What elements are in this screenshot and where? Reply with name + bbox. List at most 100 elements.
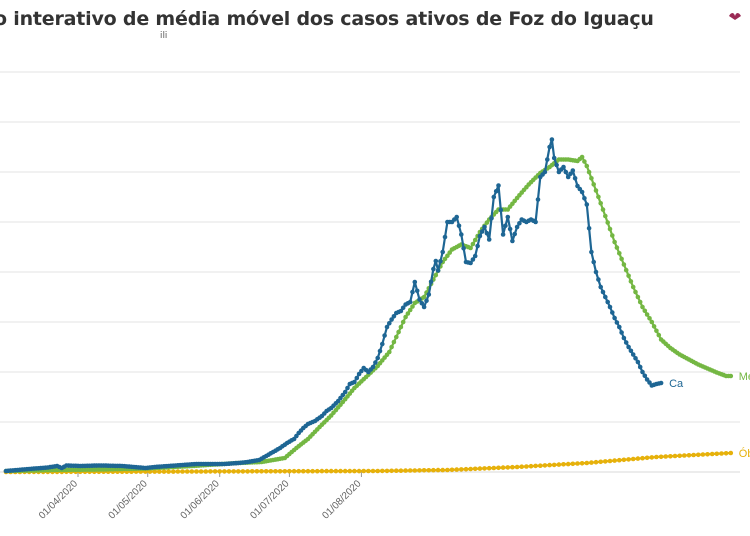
series-point <box>658 454 664 460</box>
series-point <box>484 230 490 236</box>
chart-title: o interativo de média móvel dos casos at… <box>0 8 654 30</box>
series-point <box>208 469 213 474</box>
series-point <box>593 269 599 275</box>
series-point <box>391 314 397 319</box>
series-point <box>589 176 594 181</box>
series-point <box>384 324 390 330</box>
series-point <box>387 321 392 326</box>
series-point <box>400 305 406 311</box>
series-point <box>533 219 538 225</box>
series-point <box>403 314 408 320</box>
series-point <box>584 202 590 207</box>
series-point <box>449 467 455 473</box>
series-point <box>407 299 413 305</box>
series-line <box>5 138 662 473</box>
series-point <box>482 466 487 471</box>
series-point <box>668 454 673 459</box>
series-point <box>582 159 587 164</box>
series-point <box>384 468 390 474</box>
series-point <box>310 468 315 474</box>
series-point <box>607 226 613 232</box>
series-point <box>610 310 615 315</box>
series-point <box>489 216 494 221</box>
series-point <box>603 459 608 464</box>
series-point <box>524 464 529 469</box>
series-point <box>412 468 418 473</box>
series-point <box>442 234 448 240</box>
series-point <box>389 468 394 474</box>
series-point <box>589 249 594 255</box>
series-point <box>431 266 436 272</box>
series-point <box>263 469 269 474</box>
series-point <box>545 157 550 162</box>
series-point <box>445 253 450 259</box>
series-point <box>412 279 418 285</box>
series-point <box>319 468 325 474</box>
series-point <box>600 289 606 295</box>
series-point <box>579 154 585 160</box>
series-point <box>635 359 641 365</box>
series-point <box>324 468 329 474</box>
series-point <box>421 294 427 300</box>
series-point <box>505 214 511 220</box>
series-point <box>635 456 641 461</box>
series-point <box>591 259 596 265</box>
series-point <box>398 468 404 474</box>
series-point <box>396 329 401 335</box>
series-point <box>301 468 306 474</box>
series-point <box>596 194 601 200</box>
series-point <box>621 457 627 463</box>
series-line <box>5 155 731 473</box>
series-point <box>391 339 397 345</box>
series-point <box>714 451 720 457</box>
series-point <box>612 458 617 463</box>
series-point <box>291 468 297 474</box>
series-point <box>417 297 422 302</box>
series-point <box>728 373 734 379</box>
series-point <box>217 469 222 474</box>
series-point <box>554 162 559 168</box>
series-point <box>603 213 608 219</box>
series-end-label: Me <box>739 371 750 383</box>
series-point <box>249 469 255 474</box>
series-point <box>470 241 476 247</box>
series-point <box>600 207 606 212</box>
series-point <box>556 462 562 467</box>
series-point <box>426 468 432 473</box>
series-point <box>519 464 524 470</box>
series-point <box>623 267 629 273</box>
series-point <box>152 469 157 474</box>
series-point <box>586 169 592 175</box>
x-tick-label: 01/07/2020 <box>248 478 291 521</box>
series-point <box>505 465 511 470</box>
series-point <box>535 197 541 202</box>
series-point <box>405 311 411 316</box>
series-point <box>352 379 357 385</box>
series-end-label: Ób <box>739 447 750 460</box>
series-point <box>175 469 181 474</box>
brand-logo <box>728 8 742 26</box>
series-point <box>475 243 480 249</box>
series-point <box>456 223 462 229</box>
series-point <box>682 453 687 458</box>
series-point <box>342 468 348 474</box>
series-point <box>691 452 696 458</box>
series-point <box>477 466 483 471</box>
series-point <box>486 237 492 242</box>
series-point <box>517 221 522 226</box>
series-point <box>607 304 613 310</box>
series-point <box>570 168 576 173</box>
series-point <box>677 453 682 459</box>
series-point <box>403 468 408 473</box>
series-point <box>503 223 508 229</box>
series-point <box>565 461 571 467</box>
series-point <box>628 348 634 354</box>
series-end-label: Ca <box>669 378 684 390</box>
series-point <box>500 465 506 470</box>
series-point <box>486 465 492 471</box>
x-tick-label: 01/06/2020 <box>179 478 222 521</box>
series-point <box>496 465 501 471</box>
series-point <box>614 320 620 325</box>
series-point <box>565 174 571 180</box>
series-point <box>614 245 620 250</box>
